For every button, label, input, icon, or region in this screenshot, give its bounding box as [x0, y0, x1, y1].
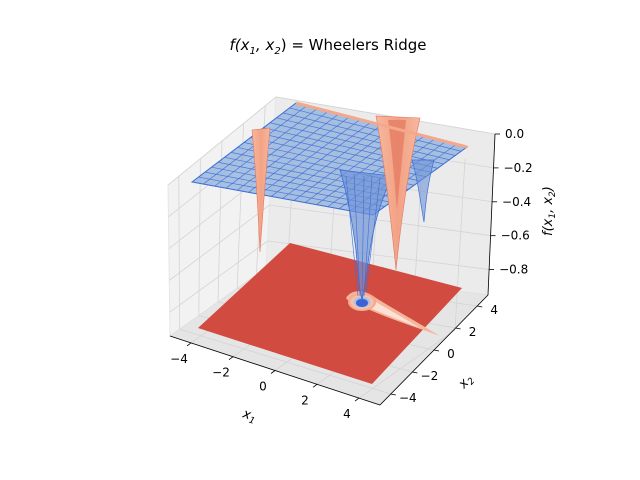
grid-y-left-1 — [198, 158, 201, 316]
x-tick-mark-3 — [312, 383, 318, 388]
z-tick-label-4: −0.8 — [499, 263, 528, 277]
y-axis-label-sub: 2 — [466, 376, 477, 387]
x-tick-mark-0 — [186, 342, 192, 347]
mesh-w-13 — [276, 117, 450, 161]
y-tick-label-4: 4 — [490, 303, 498, 317]
y-tick-mark-1 — [412, 371, 418, 374]
grid-x-floor-4 — [358, 329, 456, 399]
x-tick-mark-4 — [354, 397, 360, 402]
grid-x-back-4 — [454, 159, 466, 331]
z-tick-label-3: −0.6 — [501, 229, 530, 243]
y-tick-label-1: −2 — [421, 369, 439, 383]
z-axis-label-mid: , x — [541, 197, 556, 213]
spike-left — [251, 127, 271, 253]
x-tick-label-2: 0 — [259, 380, 267, 394]
surface-funnel-mesh — [345, 173, 381, 299]
grid-z-left-3 — [169, 204, 270, 281]
y-tick-mark-2 — [433, 349, 440, 352]
mesh-u-9 — [293, 127, 393, 201]
x-tick-mark-2 — [270, 370, 276, 374]
grid-y-floor-0 — [179, 328, 391, 395]
mesh-w-12 — [269, 122, 444, 165]
x-tick-mark-1 — [228, 356, 234, 361]
z-axis-line — [487, 133, 496, 296]
x-tick-label-0: −4 — [170, 352, 188, 366]
y-tick-label-3: 2 — [469, 325, 477, 339]
x-tick-label-3: 2 — [301, 393, 309, 407]
contour-minimum-core — [356, 299, 368, 307]
y-tick-mark-0 — [390, 393, 396, 396]
mesh-w-14 — [282, 112, 456, 156]
x-axis-label-sub: 1 — [247, 416, 256, 427]
surface-dip-right — [411, 159, 435, 223]
surface-spikes — [251, 101, 468, 271]
z-tick-label-2: −0.4 — [502, 195, 531, 209]
x-axis-label: x1 — [239, 406, 258, 427]
contour-plane — [198, 243, 462, 384]
grid-y-left-0 — [178, 176, 181, 330]
chart-title: f(x1, x2) = Wheelers Ridge — [230, 36, 427, 57]
title-end: ) = Wheelers Ridge — [281, 36, 427, 54]
title-mid: , x — [256, 36, 275, 54]
contour-base — [198, 243, 462, 384]
z-axis-label: f(x1, x2) — [541, 186, 558, 236]
y-tick-mark-3 — [455, 327, 461, 330]
z-axis-label-sub2: 2 — [548, 191, 558, 197]
z-tick-label-1: −0.2 — [504, 161, 533, 175]
z-ticks: 0.0 −0.2 −0.4 −0.6 −0.8 — [489, 127, 533, 277]
x-tick-label-1: −2 — [212, 366, 230, 380]
grid-z-back-3 — [269, 204, 491, 237]
z-axis-label-main: f(x — [541, 218, 556, 236]
mesh-w-15 — [289, 107, 462, 152]
z-axis-label-sub1: 1 — [548, 213, 558, 219]
title-sub1: 1 — [250, 46, 256, 57]
ridge-top-edge — [295, 101, 468, 149]
grid-z-left-0 — [167, 96, 277, 186]
y-tick-mark-4 — [477, 305, 483, 308]
x-tick-label-4: 4 — [343, 407, 351, 421]
z-tick-label-0: 0.0 — [505, 127, 524, 141]
y-tick-label-2: 0 — [447, 347, 455, 361]
y-axis-label: x2 — [455, 371, 477, 393]
surface-funnel — [339, 169, 393, 301]
x-ticks: −4 −2 0 2 4 — [170, 342, 360, 421]
grid-z-back-4 — [267, 240, 490, 270]
y-tick-label-0: −4 — [399, 391, 417, 405]
grid-z-back-0 — [275, 96, 496, 135]
title-sub2: 2 — [274, 46, 280, 57]
title-func: f(x — [230, 36, 250, 54]
spike-right-band — [388, 120, 406, 210]
grid-z-left-4 — [169, 240, 268, 313]
z-axis-label-end: ) — [541, 186, 556, 192]
